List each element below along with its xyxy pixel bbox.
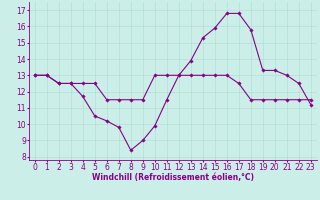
X-axis label: Windchill (Refroidissement éolien,°C): Windchill (Refroidissement éolien,°C): [92, 173, 254, 182]
